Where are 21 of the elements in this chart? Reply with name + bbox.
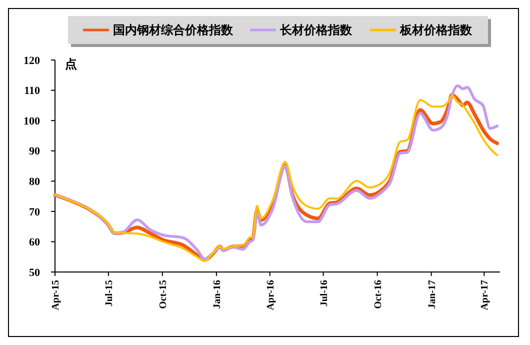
y-tick-label: 70 bbox=[29, 206, 40, 218]
x-tick-label: Jul-16 bbox=[318, 280, 330, 307]
legend-label: 板材价格指数 bbox=[399, 23, 473, 38]
y-tick-label: 100 bbox=[24, 115, 40, 128]
x-tick-label: Oct-16 bbox=[372, 280, 384, 309]
x-tick-label: Jan-16 bbox=[212, 280, 223, 309]
y-tick-label: 50 bbox=[29, 266, 40, 279]
legend-label: 国内钢材综合价格指数 bbox=[113, 23, 234, 38]
y-tick-label: 80 bbox=[29, 176, 40, 188]
y-axis-title: 点 bbox=[65, 57, 77, 71]
x-tick-label: Jul-15 bbox=[104, 280, 115, 307]
x-tick-label: Apr-16 bbox=[265, 280, 276, 310]
y-tick-label: 90 bbox=[29, 146, 40, 158]
x-tick-label: Oct-15 bbox=[158, 280, 169, 309]
y-tick-label: 120 bbox=[24, 54, 40, 67]
y-tick-label: 60 bbox=[29, 236, 40, 249]
x-tick-label: Apr-15 bbox=[50, 280, 62, 310]
x-tick-label: Jan-17 bbox=[426, 280, 438, 309]
legend-label: 长材价格指数 bbox=[279, 23, 353, 38]
x-tick-label: Apr-17 bbox=[480, 280, 491, 310]
y-tick-label: 110 bbox=[24, 85, 40, 98]
